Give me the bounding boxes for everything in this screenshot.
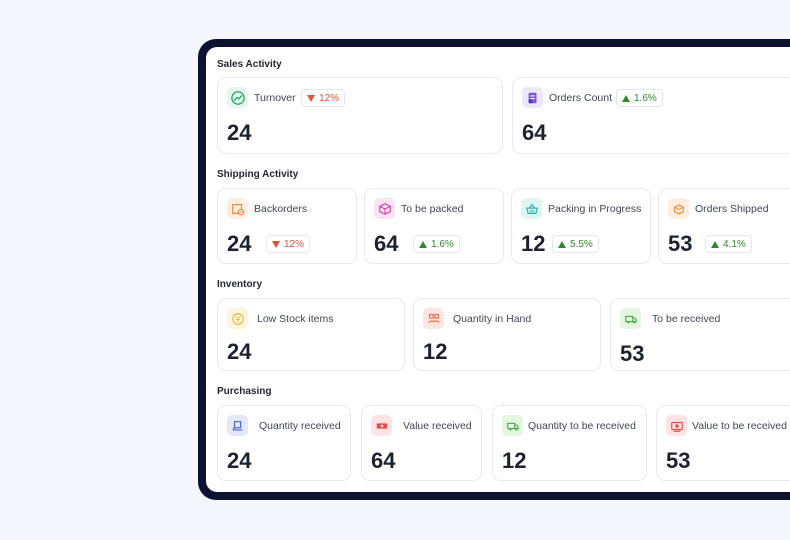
card-quantity-in-hand[interactable]: Quantity in Hand 12 — [413, 298, 601, 371]
card-label: Value received — [403, 420, 472, 432]
down-arrow-icon — [307, 94, 315, 102]
basket-icon — [521, 198, 542, 219]
trend-badge: 12% — [301, 89, 346, 107]
boxes-hand-icon — [423, 308, 444, 329]
section-title-sales: Sales Activity — [217, 59, 282, 70]
card-to-be-received[interactable]: To be received 53 — [610, 298, 790, 371]
card-packing-in-progress[interactable]: Packing in Progress 12 5.5% — [511, 188, 651, 264]
section-title-shipping: Shipping Activity — [217, 169, 299, 180]
up-arrow-icon — [711, 240, 719, 248]
trend-badge: 1.6% — [413, 235, 460, 253]
card-label: Quantity to be received — [528, 420, 636, 432]
card-quantity-received[interactable]: Quantity received 24 — [217, 405, 351, 481]
card-value: 12 — [521, 231, 546, 256]
clipboard-icon — [522, 87, 543, 108]
card-to-be-packed[interactable]: To be packed 64 1.6% — [364, 188, 504, 264]
card-orders-count[interactable]: Orders Count 1.6% 64 — [512, 77, 790, 154]
card-label: Orders Shipped — [695, 203, 769, 215]
money-icon — [371, 415, 392, 436]
card-value: 24 — [227, 448, 252, 473]
card-value: 12 — [502, 448, 527, 473]
card-value-to-be-received[interactable]: Value to be received 53 — [656, 405, 790, 481]
trend-badge: 4.1% — [705, 235, 752, 253]
box-clock-icon — [227, 198, 248, 219]
card-value: 64 — [522, 120, 547, 145]
card-backorders[interactable]: Backorders 24 12% — [217, 188, 357, 264]
card-label: To be packed — [401, 203, 464, 215]
card-value: 24 — [227, 120, 252, 145]
section-title-purchasing: Purchasing — [217, 386, 272, 397]
card-turnover[interactable]: Turnover 12% 24 — [217, 77, 503, 154]
card-value: 64 — [371, 448, 396, 473]
up-arrow-icon — [558, 240, 566, 248]
package-icon — [374, 198, 395, 219]
card-value: 24 — [227, 231, 252, 256]
card-label: Low Stock items — [257, 313, 334, 325]
money-pending-icon — [666, 415, 687, 436]
card-value: 53 — [668, 231, 693, 256]
truck-incoming-icon — [502, 415, 523, 436]
down-arrow-icon — [272, 240, 280, 248]
card-label: Backorders — [254, 203, 308, 215]
trend-badge: 12% — [266, 235, 311, 253]
card-low-stock-items[interactable]: Low Stock items 24 — [217, 298, 405, 371]
delivery-truck-icon — [620, 308, 641, 329]
up-arrow-icon — [419, 240, 427, 248]
card-value: 12 — [423, 339, 448, 364]
card-label: Quantity received — [259, 420, 341, 432]
card-value: 53 — [620, 341, 645, 366]
card-label: Orders Count — [549, 92, 613, 104]
card-label: To be received — [652, 313, 721, 325]
card-label: Quantity in Hand — [453, 313, 532, 325]
dashboard-screen: Sales Activity Turnover 12% 24 Orders Co… — [206, 47, 790, 492]
chart-line-icon — [227, 87, 248, 108]
shipped-box-icon — [668, 198, 689, 219]
card-label: Packing in Progress — [548, 203, 642, 215]
card-orders-shipped[interactable]: Orders Shipped 53 4.1% — [658, 188, 790, 264]
up-arrow-icon — [622, 94, 630, 102]
card-value: 64 — [374, 231, 399, 256]
card-quantity-to-be-received[interactable]: Quantity to be received 12 — [492, 405, 647, 481]
card-value-received[interactable]: Value received 64 — [361, 405, 482, 481]
trend-badge: 1.6% — [616, 89, 663, 107]
cart-received-icon — [227, 415, 248, 436]
trend-badge: 5.5% — [552, 235, 599, 253]
section-title-inventory: Inventory — [217, 279, 263, 290]
card-value: 24 — [227, 339, 252, 364]
low-stock-icon — [227, 308, 248, 329]
card-label: Value to be received — [692, 420, 787, 432]
card-value: 53 — [666, 448, 691, 473]
card-label: Turnover — [254, 92, 296, 104]
